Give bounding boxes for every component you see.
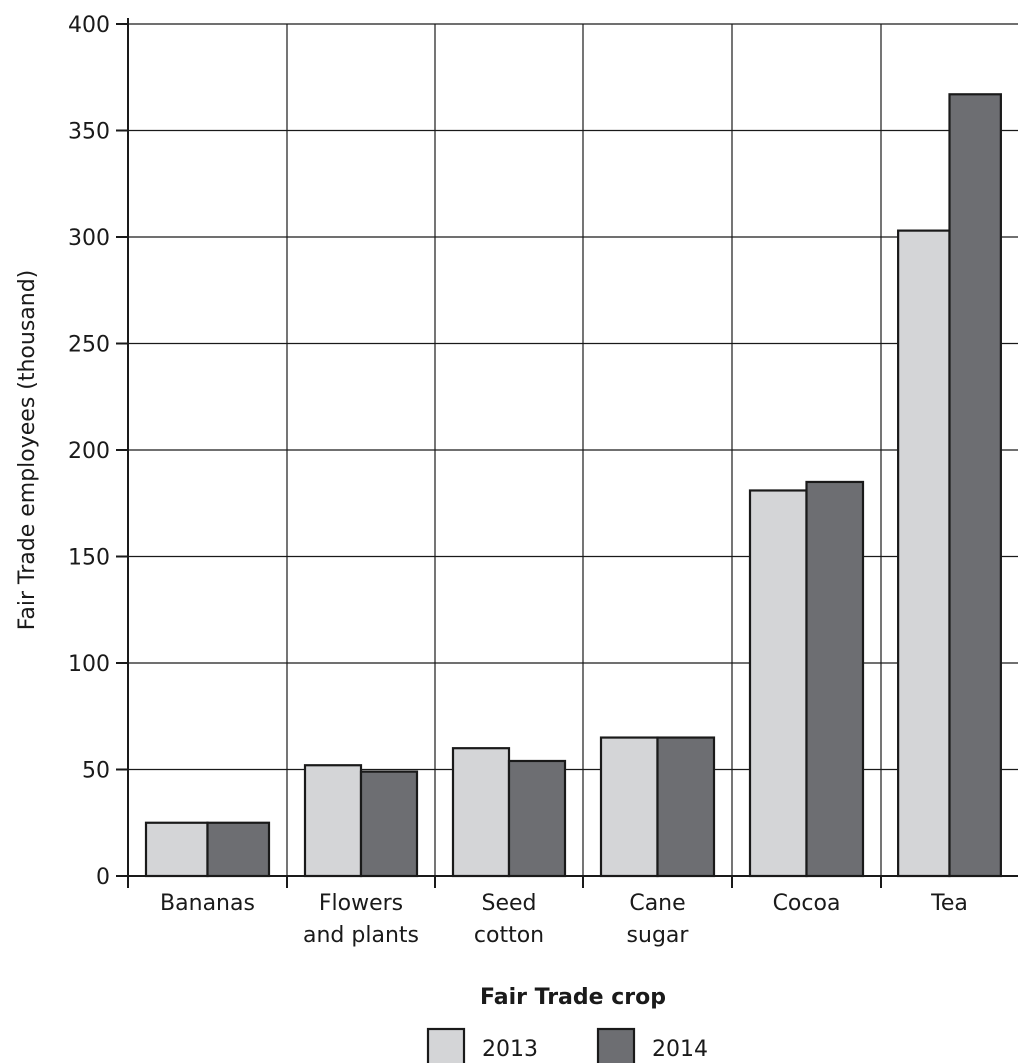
bars	[144, 93, 1002, 878]
x-category-labels: Bananas Flowers and plants Seed cotton Cane su…	[160, 891, 968, 948]
legend-label-2013: 2013	[482, 1037, 538, 1062]
y-tick-label: 200	[68, 439, 110, 464]
legend-label-2014: 2014	[652, 1037, 708, 1062]
bar-2014-seed-cotton	[507, 759, 567, 878]
y-axis-title: Fair Trade employees (thousand)	[15, 270, 40, 631]
y-tick-label: 400	[68, 13, 110, 38]
y-tick-label: 350	[68, 120, 110, 145]
bar-2013-flowers-and-plants	[303, 764, 363, 878]
x-category-label: Cane	[629, 891, 685, 916]
y-tick-labels: 0 50 100 150 200 250 300 350 400	[68, 13, 110, 890]
bar-2014-cocoa	[805, 480, 865, 878]
bar-2014-bananas	[206, 821, 271, 878]
bar-2013-cane-sugar	[599, 736, 659, 878]
bar-2013-seed-cotton	[451, 747, 511, 878]
axes	[116, 18, 1018, 888]
x-axis-title: Fair Trade crop	[480, 985, 666, 1010]
y-tick-label: 250	[68, 333, 110, 358]
bar-2013-cocoa	[748, 489, 808, 878]
y-tick-label: 150	[68, 546, 110, 571]
legend: 2013 2014	[426, 1027, 708, 1063]
legend-swatch-2014	[596, 1027, 636, 1063]
grid-lines	[128, 23, 1018, 876]
y-tick-label: 100	[68, 652, 110, 677]
x-category-label: cotton	[474, 923, 544, 948]
bar-2014-cane-sugar	[656, 736, 716, 878]
legend-swatch-2013	[426, 1027, 466, 1063]
x-category-label: Flowers	[319, 891, 403, 916]
y-tick-label: 300	[68, 226, 110, 251]
x-category-label: Seed	[482, 891, 537, 916]
x-category-label: Cocoa	[773, 891, 841, 916]
y-tick-label: 50	[82, 759, 110, 784]
y-tick-label: 0	[96, 865, 110, 890]
bar-2013-bananas	[144, 821, 209, 878]
x-category-label: and plants	[303, 923, 419, 948]
bar-2013-tea	[897, 229, 951, 878]
bar-2014-tea	[948, 93, 1002, 878]
bar-2014-flowers-and-plants	[359, 770, 419, 878]
x-category-label: sugar	[627, 923, 690, 948]
x-category-label: Tea	[930, 891, 968, 916]
x-category-label: Bananas	[160, 891, 255, 916]
